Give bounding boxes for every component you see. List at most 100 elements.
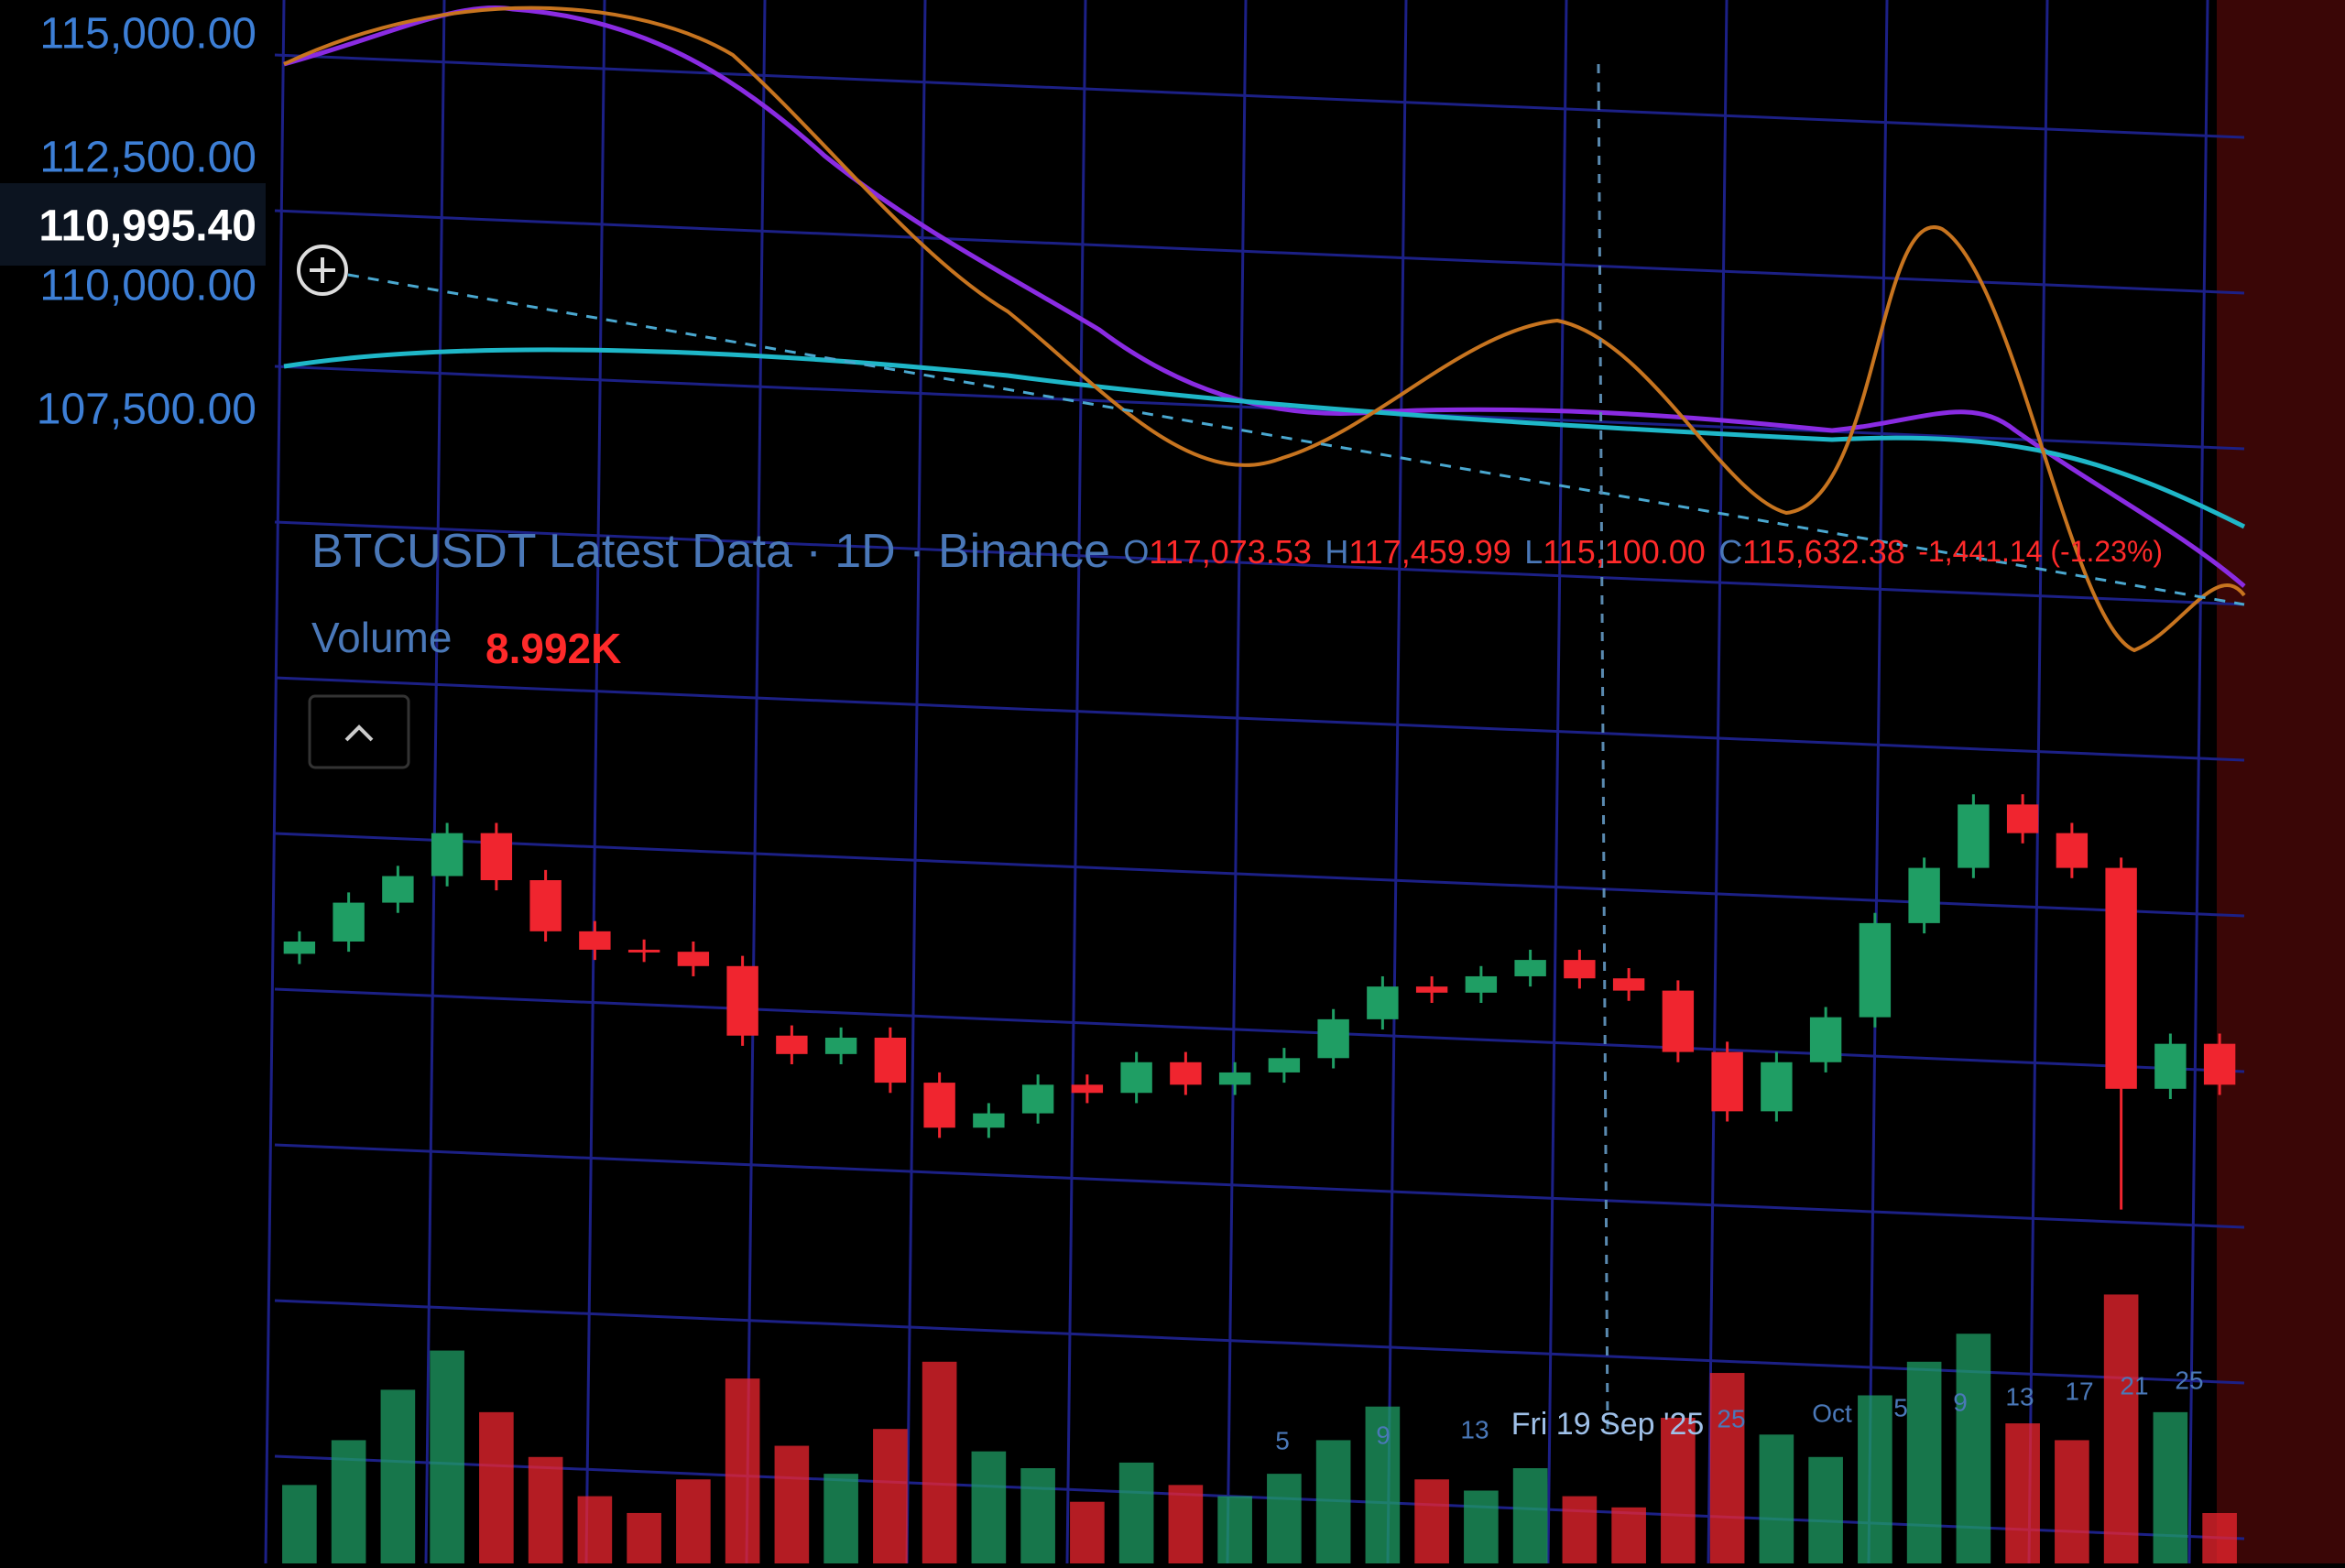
volume-bar <box>2153 1411 2188 1563</box>
grid-line <box>584 0 606 1564</box>
candle-body <box>1317 1018 1349 1059</box>
grid-line <box>1707 0 1729 1564</box>
grid-line <box>274 53 2245 139</box>
candle-body <box>2154 1043 2187 1089</box>
candle-body <box>579 931 611 950</box>
grid-line <box>1867 0 1889 1564</box>
volume-bar <box>676 1479 711 1563</box>
candle-body <box>973 1113 1005 1128</box>
candle-body <box>1612 978 1645 991</box>
volume-bar <box>1562 1496 1598 1563</box>
volume-bar <box>479 1411 514 1563</box>
volume-bar <box>1512 1468 1548 1563</box>
grid-line <box>1546 0 1568 1564</box>
grid-line <box>1386 0 1408 1564</box>
ohlc-label: H <box>1325 533 1348 571</box>
candle-body <box>529 880 562 931</box>
volume-bar <box>922 1361 957 1563</box>
candle-body <box>480 833 513 880</box>
candle-body <box>333 902 365 942</box>
candle-body <box>1514 960 1546 976</box>
volume-bar <box>1118 1462 1154 1563</box>
current-price: 110,995.40 <box>38 202 256 251</box>
candle-body <box>874 1037 907 1083</box>
x-tick-label: 17 <box>2065 1377 2093 1405</box>
candle-body <box>1218 1072 1251 1085</box>
volume-bar <box>577 1496 613 1563</box>
grid-line <box>424 0 446 1564</box>
grid-line <box>274 1143 2245 1229</box>
add-icon <box>310 257 335 283</box>
volume-bar <box>2005 1423 2040 1563</box>
volume-bar <box>1217 1496 1252 1563</box>
candle-body <box>776 1035 808 1054</box>
grid-line <box>1226 0 1248 1564</box>
candle-body <box>1908 867 1940 923</box>
volume-bar <box>1709 1373 1745 1563</box>
candle-body <box>1809 1017 1842 1062</box>
candle-body <box>1170 1062 1202 1085</box>
current-price-box <box>0 183 266 266</box>
candle-body <box>283 942 316 954</box>
candle-body <box>1662 990 1695 1052</box>
volume-bar <box>1808 1456 1843 1563</box>
candle-body <box>627 949 660 953</box>
x-tick-label: 9 <box>1376 1421 1391 1449</box>
candle-body <box>1711 1051 1743 1112</box>
grid-line <box>1065 0 1087 1564</box>
volume-bar <box>1759 1434 1794 1563</box>
plot: 5 9 13 Fri 19 Sep '25 25 Oct 5 9 13 17 21 25 <box>282 794 2237 1563</box>
candle-body <box>382 876 414 903</box>
volume-bar <box>1414 1479 1449 1563</box>
candle-body <box>1268 1058 1301 1073</box>
volume-value: 8.992K <box>485 625 621 672</box>
candle-body <box>1859 922 1892 1018</box>
x-tick-label: 5 <box>1893 1393 1908 1421</box>
symbol: BTCUSDT Latest Data <box>311 525 792 578</box>
candle-body <box>1958 804 1990 868</box>
collapse-button[interactable] <box>308 694 410 769</box>
grid-line <box>274 365 2245 451</box>
volume-bar <box>1020 1468 1055 1563</box>
volume-bar <box>1168 1485 1204 1563</box>
ohlc-value: 117,459.99 <box>1348 533 1511 571</box>
volume-bar <box>1858 1395 1892 1563</box>
candle-body <box>1761 1062 1793 1112</box>
ma-line <box>283 5 2246 588</box>
candle-body <box>726 965 758 1036</box>
legend-header: BTCUSDT Latest Data · 1D · Binance O117,… <box>311 525 2163 578</box>
volume-bar <box>1267 1474 1302 1563</box>
grid-line <box>274 209 2245 295</box>
volume-bar <box>331 1440 366 1563</box>
volume-bar <box>1315 1440 1351 1563</box>
candle-body <box>2105 867 2137 1089</box>
change: -1,441.14 (-1.23%) <box>1918 535 2163 568</box>
volume-bar <box>1070 1501 1105 1563</box>
candle-body <box>677 952 710 966</box>
price-tick-label: 112,500.00 <box>39 134 256 182</box>
x-tick-label: 25 <box>2175 1366 2203 1394</box>
price-tick-label: 110,000.00 <box>39 262 256 310</box>
x-tick-label: 13 <box>2005 1382 2034 1410</box>
volume-bar <box>1464 1490 1499 1563</box>
candle-body <box>2056 833 2089 868</box>
separator: · <box>805 525 821 578</box>
grid-line <box>2027 0 2049 1564</box>
exchange: Binance <box>938 525 1110 578</box>
x-tick-label: 5 <box>1275 1426 1290 1454</box>
add-button[interactable] <box>297 245 348 296</box>
ohlc-value: 115,632.38 <box>1742 533 1905 571</box>
ohlc-label: C <box>1718 533 1742 571</box>
candle-body <box>1564 960 1596 979</box>
volume-label: Volume <box>311 614 452 661</box>
volume-bar <box>380 1389 416 1563</box>
price-tick-label: 115,000.00 <box>39 10 256 59</box>
candle-body <box>1120 1062 1152 1094</box>
volume-bar <box>430 1350 464 1563</box>
volume-bar <box>971 1451 1007 1563</box>
grid-line <box>745 0 767 1564</box>
grid-line <box>2187 0 2209 1564</box>
volume-bar <box>2103 1294 2139 1563</box>
collapse-icon <box>344 724 374 742</box>
